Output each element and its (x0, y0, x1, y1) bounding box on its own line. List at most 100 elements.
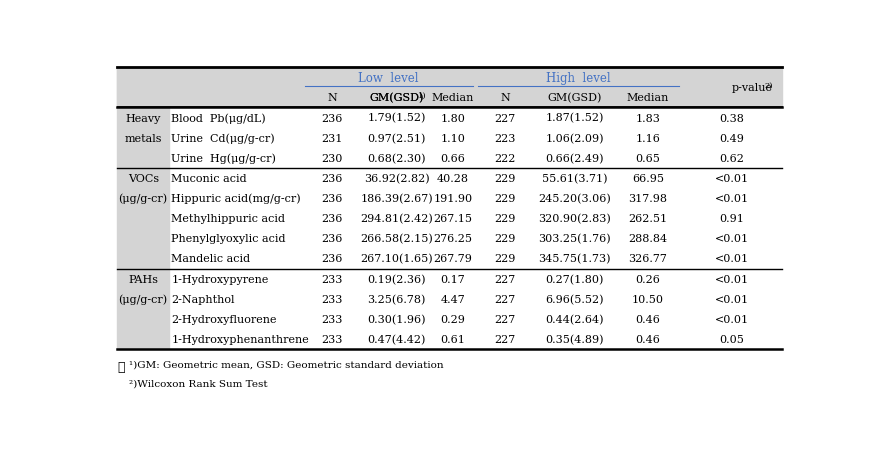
Text: 245.20(3.06): 245.20(3.06) (539, 193, 611, 204)
Text: 0.46: 0.46 (636, 334, 660, 344)
Text: 0.66: 0.66 (441, 153, 465, 163)
Text: 0.62: 0.62 (719, 153, 744, 163)
Text: High  level: High level (546, 72, 610, 84)
Text: 236: 236 (321, 214, 343, 224)
Text: 233: 233 (321, 274, 343, 284)
Text: 267.10(1.65): 267.10(1.65) (361, 254, 433, 264)
Text: 40.28: 40.28 (437, 174, 469, 184)
Text: 191.90: 191.90 (434, 193, 472, 203)
Text: 222: 222 (494, 153, 516, 163)
Text: 227: 227 (494, 274, 516, 284)
Text: 3.25(6.78): 3.25(6.78) (368, 294, 426, 304)
Text: 10.50: 10.50 (632, 294, 664, 304)
Text: 0.49: 0.49 (719, 133, 744, 143)
Text: <0.01: <0.01 (715, 174, 749, 184)
Text: Median: Median (432, 93, 474, 103)
Text: 4.47: 4.47 (441, 294, 465, 304)
Bar (117, 68, 169, 349)
Text: ¹)GM: Geometric mean, GSD: Geometric standard deviation: ¹)GM: Geometric mean, GSD: Geometric sta… (129, 360, 444, 369)
Text: 0.47(4.42): 0.47(4.42) (368, 334, 426, 345)
Text: 0.38: 0.38 (719, 113, 744, 123)
Text: Low  level: Low level (358, 72, 419, 84)
Text: <0.01: <0.01 (715, 294, 749, 304)
Text: 227: 227 (494, 314, 516, 324)
Text: Urine  Cd(μg/g-cr): Urine Cd(μg/g-cr) (171, 133, 275, 143)
Text: 0.91: 0.91 (719, 214, 744, 224)
Text: 36.92(2.82): 36.92(2.82) (364, 173, 430, 184)
Text: 229: 229 (494, 174, 516, 184)
Text: Median: Median (627, 93, 670, 103)
Text: 1.87(1.52): 1.87(1.52) (546, 113, 604, 124)
Text: 229: 229 (494, 214, 516, 224)
Text: 326.77: 326.77 (629, 254, 668, 264)
Text: 55.61(3.71): 55.61(3.71) (542, 173, 608, 184)
Text: 6.96(5.52): 6.96(5.52) (546, 294, 604, 304)
Text: ※: ※ (117, 360, 125, 373)
Text: 236: 236 (321, 113, 343, 123)
Text: 0.61: 0.61 (441, 334, 465, 344)
Text: 231: 231 (321, 133, 343, 143)
Text: 317.98: 317.98 (629, 193, 668, 203)
Text: metals: metals (125, 133, 162, 143)
Text: 1): 1) (418, 92, 427, 100)
Text: 0.19(2.36): 0.19(2.36) (368, 274, 426, 284)
Text: <0.01: <0.01 (715, 254, 749, 264)
Text: 227: 227 (494, 294, 516, 304)
Text: 267.79: 267.79 (434, 254, 472, 264)
Text: 2): 2) (764, 81, 773, 89)
Text: Heavy: Heavy (126, 113, 161, 123)
Text: 0.68(2.30): 0.68(2.30) (368, 153, 426, 164)
Text: 0.30(1.96): 0.30(1.96) (368, 314, 426, 324)
Text: 267.15: 267.15 (434, 214, 472, 224)
Text: N: N (500, 93, 510, 103)
Text: N: N (327, 93, 337, 103)
Text: 186.39(2.67): 186.39(2.67) (361, 193, 433, 204)
Text: 288.84: 288.84 (629, 234, 668, 244)
Text: 0.05: 0.05 (719, 334, 744, 344)
Text: GM(GSD): GM(GSD) (547, 93, 602, 103)
Text: Mandelic acid: Mandelic acid (171, 254, 251, 264)
Text: 1-Hydroxyphenanthrene: 1-Hydroxyphenanthrene (171, 334, 309, 344)
Text: 276.25: 276.25 (434, 234, 472, 244)
Text: <0.01: <0.01 (715, 193, 749, 203)
Text: 0.66(2.49): 0.66(2.49) (546, 153, 604, 164)
Text: PAHs: PAHs (128, 274, 158, 284)
Text: p-value: p-value (732, 83, 773, 93)
Text: 1.79(1.52): 1.79(1.52) (368, 113, 426, 124)
Text: 1.83: 1.83 (636, 113, 660, 123)
Text: 1.10: 1.10 (441, 133, 465, 143)
Text: 229: 229 (494, 234, 516, 244)
Text: 0.26: 0.26 (636, 274, 660, 284)
Bar (117, 68, 782, 108)
Text: <0.01: <0.01 (715, 234, 749, 244)
Text: 236: 236 (321, 193, 343, 203)
Text: 0.17: 0.17 (441, 274, 465, 284)
Text: 66.95: 66.95 (632, 174, 664, 184)
Text: 229: 229 (494, 254, 516, 264)
Text: 0.46: 0.46 (636, 314, 660, 324)
Text: 233: 233 (321, 294, 343, 304)
Text: 1.16: 1.16 (636, 133, 660, 143)
Text: 230: 230 (321, 153, 343, 163)
Text: 262.51: 262.51 (629, 214, 668, 224)
Text: 1.80: 1.80 (441, 113, 465, 123)
Text: <0.01: <0.01 (715, 314, 749, 324)
Text: 0.35(4.89): 0.35(4.89) (546, 334, 604, 345)
Text: 0.44(2.64): 0.44(2.64) (546, 314, 604, 324)
Text: Blood  Pb(μg/dL): Blood Pb(μg/dL) (171, 113, 265, 124)
Text: 303.25(1.76): 303.25(1.76) (539, 234, 611, 244)
Text: 345.75(1.73): 345.75(1.73) (539, 254, 611, 264)
Text: VOCs: VOCs (127, 174, 159, 184)
Text: 233: 233 (321, 314, 343, 324)
Text: 0.27(1.80): 0.27(1.80) (546, 274, 604, 284)
Text: 227: 227 (494, 334, 516, 344)
Text: 229: 229 (494, 193, 516, 203)
Text: ²)Wilcoxon Rank Sum Test: ²)Wilcoxon Rank Sum Test (129, 379, 268, 388)
Text: 227: 227 (494, 113, 516, 123)
Text: 236: 236 (321, 234, 343, 244)
Text: 223: 223 (494, 133, 516, 143)
Text: 0.65: 0.65 (636, 153, 660, 163)
Text: 266.58(2.15): 266.58(2.15) (361, 234, 433, 244)
Text: 0.29: 0.29 (441, 314, 465, 324)
Text: Phenylglyoxylic acid: Phenylglyoxylic acid (171, 234, 285, 244)
